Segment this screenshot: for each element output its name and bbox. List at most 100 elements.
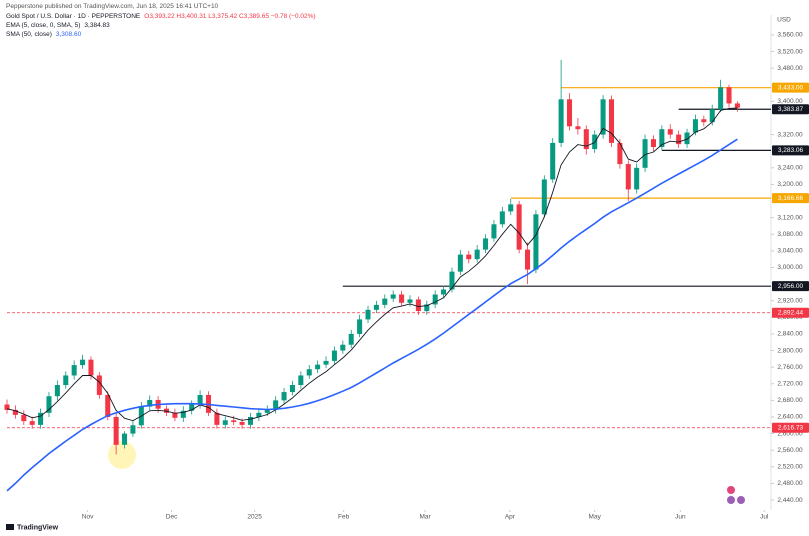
candle-body	[331, 350, 337, 361]
legend-value: 3,384.83	[84, 22, 110, 29]
candle-body	[457, 254, 463, 272]
y-tick-label: 2,520.00	[777, 464, 803, 471]
candle-body	[264, 409, 270, 413]
candle-body	[642, 139, 648, 168]
candle-body	[474, 249, 480, 260]
event-icon	[737, 496, 745, 504]
candle-body	[667, 129, 673, 135]
candle-body	[63, 375, 69, 386]
candle-body	[516, 204, 522, 250]
candle-body	[247, 416, 253, 425]
candle-body	[533, 214, 539, 270]
candle-body	[231, 420, 237, 422]
candle-body	[239, 421, 245, 425]
x-tick-label: Nov	[82, 514, 94, 521]
x-tick-label: Jun	[675, 514, 686, 521]
candle-body	[541, 179, 547, 215]
y-tick-label: 2,840.00	[777, 331, 803, 338]
published: Pepperstone published on TradingView.com…	[6, 3, 219, 10]
symbol-line: Gold Spot / U.S. Dollar · 1D · PEPPERSTO…	[6, 13, 320, 20]
y-tick-label: 3,480.00	[777, 65, 803, 72]
candle-body	[323, 360, 329, 365]
candle-body	[701, 119, 707, 123]
candle-body	[147, 399, 153, 407]
y-tick-label: 3,560.00	[777, 32, 803, 39]
candle-body	[298, 375, 304, 386]
price-tag-label: 3,166.66	[778, 195, 804, 202]
candle-body	[365, 309, 371, 320]
price-tag-label: 2,892.44	[778, 309, 804, 316]
candle-body	[340, 344, 346, 351]
candle-body	[634, 167, 640, 190]
candle-body	[54, 385, 60, 397]
candle-body	[4, 404, 10, 410]
candle-body	[80, 359, 86, 366]
ohlc: O3,393.22 H3,400.31 L3,375.42 C3,389.65 …	[144, 13, 316, 20]
candle-body	[424, 304, 430, 312]
price-tag	[772, 422, 809, 433]
candle-body	[315, 364, 321, 370]
candle-body	[676, 134, 682, 145]
price-tag	[772, 145, 809, 156]
candle-body	[432, 294, 438, 305]
candle-body	[96, 375, 102, 395]
y-tick-label: 2,800.00	[777, 347, 803, 354]
candle-body	[214, 412, 220, 425]
x-tick-label: Mar	[419, 514, 431, 521]
price-tag-label: 2,616.73	[778, 424, 804, 431]
y-tick-label: 3,520.00	[777, 48, 803, 55]
y-tick-label: 3,040.00	[777, 248, 803, 255]
ema-legend: EMA (5, close, 0, SMA, 5) 3,384.83	[6, 22, 114, 29]
candle-body	[29, 421, 35, 425]
candle-body	[608, 99, 615, 143]
indicator-line	[6, 138, 738, 492]
y-tick-label: 3,080.00	[777, 231, 803, 238]
candle-body	[491, 224, 497, 239]
y-tick-label: 3,240.00	[777, 165, 803, 172]
legend-name: EMA (5, close, 0, SMA, 5)	[6, 22, 81, 29]
candle-body	[306, 369, 312, 376]
indicator-line	[6, 107, 738, 422]
candle-body	[122, 433, 128, 445]
price-tag	[772, 281, 809, 292]
candle-body	[718, 87, 724, 110]
y-tick-label: 2,920.00	[777, 297, 803, 304]
candle-body	[684, 132, 690, 145]
y-tick-label: 3,000.00	[777, 264, 803, 271]
brand-name: TradingView	[17, 524, 59, 531]
currency: USD	[777, 17, 791, 24]
candle-body	[12, 409, 18, 415]
candle-body	[499, 211, 505, 225]
candle-body	[105, 394, 111, 417]
candle-body	[415, 299, 421, 312]
x-tick-label: Dec	[166, 514, 178, 521]
sma-legend: SMA (50, close) 3,308.60	[6, 31, 85, 38]
x-tick-label: Apr	[505, 514, 516, 521]
candle-body	[390, 294, 396, 299]
y-tick-label: 2,560.00	[777, 447, 803, 454]
candle-body	[566, 99, 573, 127]
candle-body	[382, 298, 388, 305]
price-tag	[772, 307, 809, 318]
legend-value: 3,308.60	[55, 31, 82, 38]
symbol: Gold Spot / U.S. Dollar · 1D · PEPPERSTO…	[6, 13, 141, 20]
candle-body	[550, 142, 556, 180]
event-icon	[727, 486, 735, 494]
candle-body	[348, 333, 354, 345]
y-tick-label: 3,120.00	[777, 214, 803, 221]
candle-body	[726, 87, 732, 104]
candle-body	[289, 385, 295, 393]
candle-body	[407, 299, 413, 303]
candle-body	[256, 412, 262, 417]
candle-body	[600, 99, 606, 135]
x-tick-label: May	[589, 514, 602, 521]
highlight	[108, 441, 136, 469]
x-tick-label: Feb	[338, 514, 350, 521]
y-tick-label: 3,200.00	[777, 181, 803, 188]
candle-body	[508, 204, 514, 212]
candle-body	[113, 416, 119, 445]
y-tick-label: 2,440.00	[777, 497, 803, 504]
brand: TradingView	[6, 524, 59, 531]
